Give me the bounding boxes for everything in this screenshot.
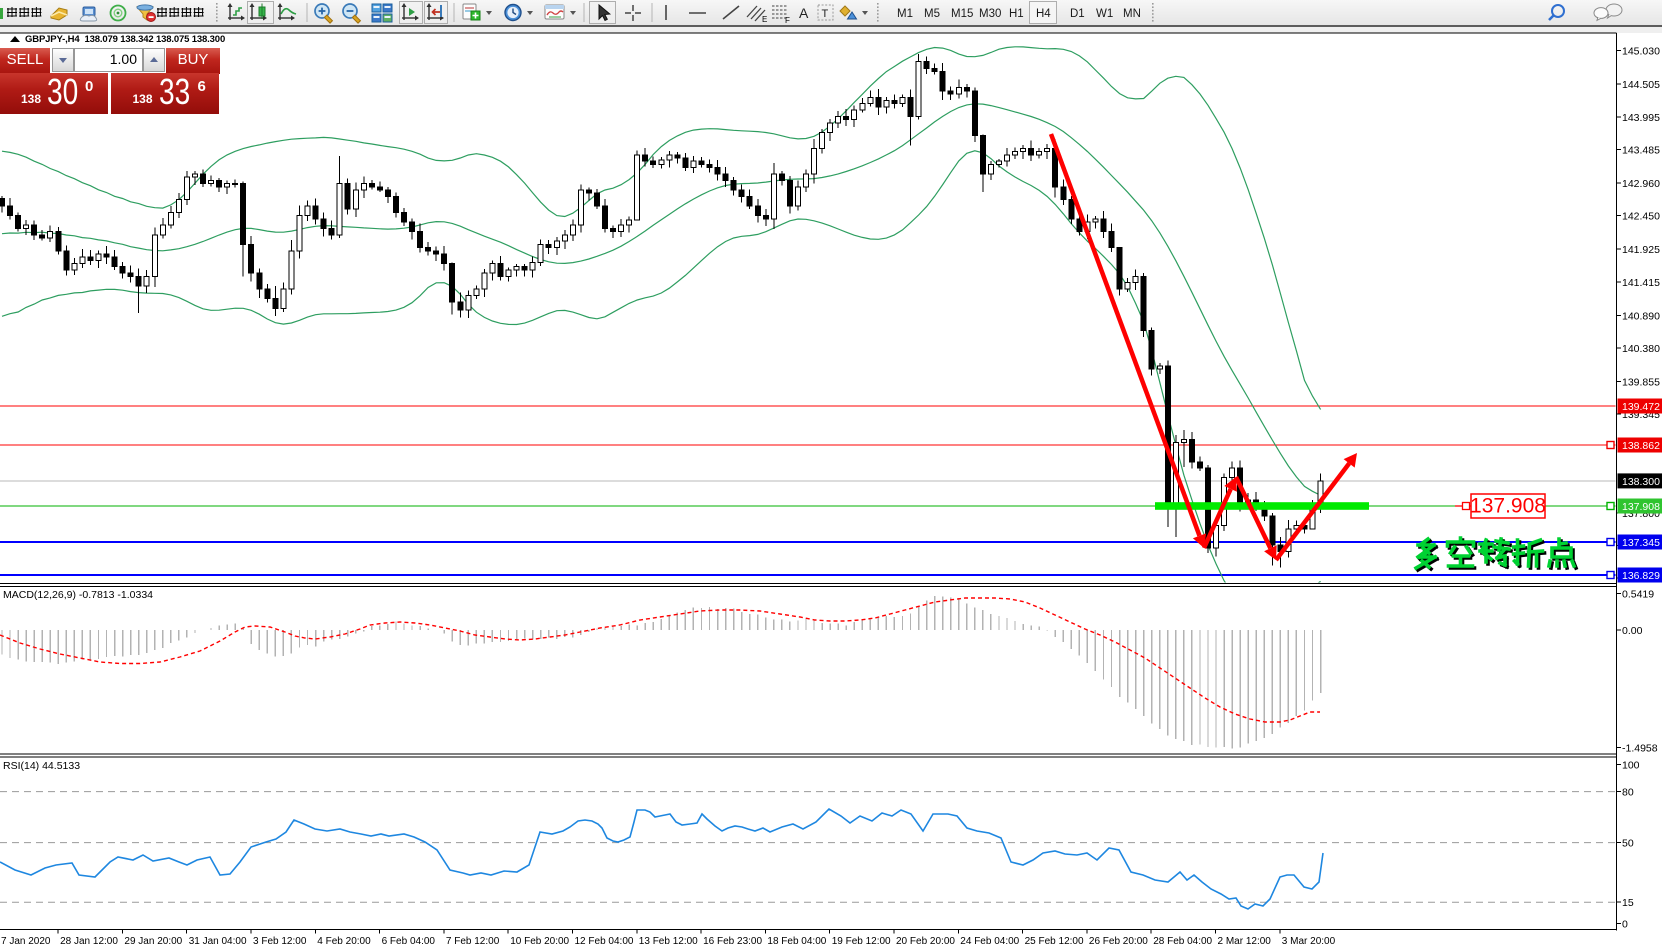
svg-text:143.995: 143.995 [1622,112,1660,124]
svg-text:140.380: 140.380 [1622,343,1660,355]
svg-text:2 Mar 12:00: 2 Mar 12:00 [1218,936,1272,947]
svg-text:F: F [785,16,790,25]
svg-text:0: 0 [1622,919,1628,931]
svg-text:80: 80 [1622,787,1634,799]
svg-text:137.908: 137.908 [1622,501,1660,513]
svg-text:31 Jan 04:00: 31 Jan 04:00 [189,936,247,947]
svg-text:E: E [762,15,767,24]
svg-text:6 Feb 04:00: 6 Feb 04:00 [382,936,436,947]
svg-text:24 Feb 04:00: 24 Feb 04:00 [960,936,1019,947]
svg-text:7 Jan 2020: 7 Jan 2020 [1,936,51,947]
svg-text:142.450: 142.450 [1622,211,1660,223]
svg-text:MN: MN [1123,8,1141,20]
svg-text:A: A [799,5,809,21]
svg-text:12 Feb 04:00: 12 Feb 04:00 [575,936,634,947]
svg-text:M1: M1 [897,8,913,20]
svg-text:10 Feb 20:00: 10 Feb 20:00 [510,936,569,947]
svg-text:W1: W1 [1096,8,1113,20]
svg-text:20 Feb 20:00: 20 Feb 20:00 [896,936,955,947]
svg-text:0.00: 0.00 [1622,625,1643,637]
svg-text:145.030: 145.030 [1622,46,1660,58]
svg-text:3 Feb 12:00: 3 Feb 12:00 [253,936,307,947]
svg-text:D1: D1 [1070,8,1085,20]
svg-text:29 Jan 20:00: 29 Jan 20:00 [124,936,182,947]
svg-text:140.890: 140.890 [1622,310,1660,322]
svg-text:RSI(14) 44.5133: RSI(14) 44.5133 [3,760,80,772]
svg-text:138.862: 138.862 [1622,440,1660,452]
svg-text:19 Feb 12:00: 19 Feb 12:00 [832,936,891,947]
svg-text:141.415: 141.415 [1622,277,1660,289]
svg-text:141.925: 141.925 [1622,244,1660,256]
svg-text:13 Feb 12:00: 13 Feb 12:00 [639,936,698,947]
svg-text:26 Feb 20:00: 26 Feb 20:00 [1089,936,1148,947]
svg-text:50: 50 [1622,838,1634,850]
svg-text:138.300: 138.300 [1622,476,1660,488]
svg-text:28 Jan 12:00: 28 Jan 12:00 [60,936,118,947]
svg-text:M5: M5 [924,8,940,20]
svg-text:143.485: 143.485 [1622,144,1660,156]
svg-text:7 Feb 12:00: 7 Feb 12:00 [446,936,500,947]
svg-text:MACD(12,26,9) -0.7813 -1.0334: MACD(12,26,9) -0.7813 -1.0334 [3,589,153,601]
svg-text:139.472: 139.472 [1622,401,1660,413]
svg-text:0.5419: 0.5419 [1622,589,1654,601]
svg-text:15: 15 [1622,897,1634,909]
svg-text:H4: H4 [1036,8,1051,20]
svg-text:137.345: 137.345 [1622,537,1660,549]
svg-text:28 Feb 04:00: 28 Feb 04:00 [1153,936,1212,947]
svg-text:25 Feb 12:00: 25 Feb 12:00 [1025,936,1084,947]
svg-text:16 Feb 23:00: 16 Feb 23:00 [703,936,762,947]
svg-text:T: T [822,8,829,20]
svg-text:100: 100 [1622,760,1640,772]
svg-text:136.829: 136.829 [1622,570,1660,582]
svg-text:3 Mar 20:00: 3 Mar 20:00 [1282,936,1336,947]
svg-text:18 Feb 04:00: 18 Feb 04:00 [767,936,826,947]
svg-text:137.908: 137.908 [1470,495,1546,518]
svg-text:M15: M15 [951,8,973,20]
svg-text:4 Feb 20:00: 4 Feb 20:00 [317,936,371,947]
svg-text:142.960: 142.960 [1622,178,1660,190]
svg-text:144.505: 144.505 [1622,79,1660,91]
svg-text:139.855: 139.855 [1622,377,1660,389]
svg-text:M30: M30 [979,8,1001,20]
svg-text:H1: H1 [1009,8,1024,20]
svg-text:-1.4958: -1.4958 [1622,743,1658,755]
